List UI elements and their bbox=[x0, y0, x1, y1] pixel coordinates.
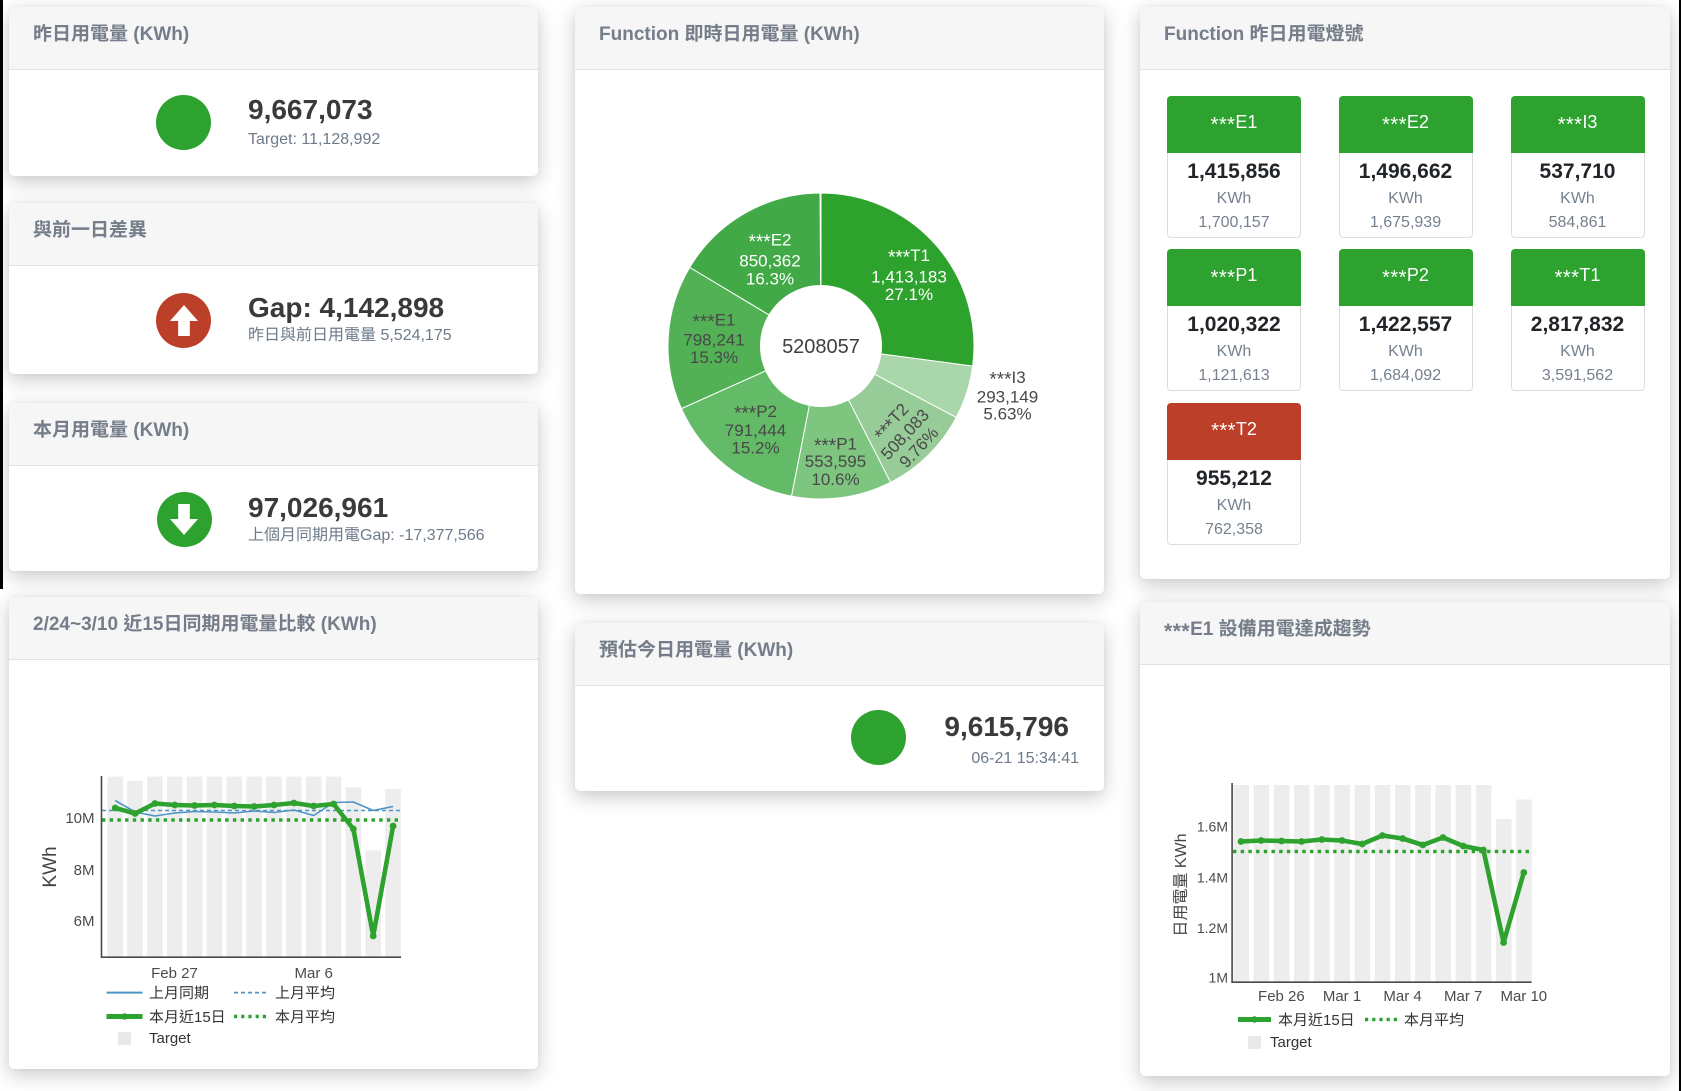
svg-text:6M: 6M bbox=[74, 913, 95, 930]
svg-text:1.6M: 1.6M bbox=[1197, 819, 1228, 835]
svg-text:本月平均: 本月平均 bbox=[1404, 1012, 1464, 1029]
svg-text:本月近15日: 本月近15日 bbox=[149, 1009, 226, 1026]
svg-text:Mar 4: Mar 4 bbox=[1383, 988, 1421, 1005]
svg-text:15.2%: 15.2% bbox=[731, 439, 779, 458]
svg-text:553,595: 553,595 bbox=[805, 452, 866, 471]
svg-text:***P2: ***P2 bbox=[734, 402, 777, 425]
svg-text:Mar 6: Mar 6 bbox=[295, 965, 333, 982]
svg-text:10M: 10M bbox=[65, 810, 94, 827]
svg-text:***E2: ***E2 bbox=[749, 231, 792, 254]
svg-text:Mar 7: Mar 7 bbox=[1444, 988, 1482, 1005]
svg-text:1.2M: 1.2M bbox=[1197, 920, 1228, 936]
svg-text:27.1%: 27.1% bbox=[885, 285, 933, 304]
svg-text:1M: 1M bbox=[1209, 970, 1228, 986]
svg-text:293,149: 293,149 bbox=[977, 387, 1038, 406]
svg-text:上月平均: 上月平均 bbox=[275, 985, 335, 1002]
svg-text:本月近15日: 本月近15日 bbox=[1278, 1012, 1355, 1029]
svg-text:791,444: 791,444 bbox=[725, 421, 786, 440]
svg-text:***E1: ***E1 bbox=[693, 310, 736, 333]
svg-text:15.3%: 15.3% bbox=[690, 348, 738, 367]
svg-text:***P1: ***P1 bbox=[814, 435, 857, 458]
svg-text:850,362: 850,362 bbox=[739, 252, 800, 271]
svg-text:Target: Target bbox=[1270, 1034, 1313, 1051]
svg-text:10.6%: 10.6% bbox=[811, 470, 859, 489]
svg-text:KWh: KWh bbox=[40, 846, 61, 887]
svg-text:本月平均: 本月平均 bbox=[275, 1009, 335, 1026]
svg-text:5.63%: 5.63% bbox=[983, 405, 1031, 424]
svg-text:8M: 8M bbox=[74, 862, 95, 879]
svg-text:1,413,183: 1,413,183 bbox=[871, 268, 947, 287]
svg-text:798,241: 798,241 bbox=[683, 331, 744, 350]
svg-text:Mar 10: Mar 10 bbox=[1500, 988, 1547, 1005]
svg-text:Target: Target bbox=[149, 1030, 192, 1047]
svg-text:5208057: 5208057 bbox=[782, 336, 860, 358]
svg-text:16.3%: 16.3% bbox=[746, 270, 794, 289]
svg-text:1.4M: 1.4M bbox=[1197, 870, 1228, 886]
svg-text:***I3: ***I3 bbox=[989, 368, 1025, 391]
svg-text:上月同期: 上月同期 bbox=[149, 985, 209, 1002]
svg-text:Feb 26: Feb 26 bbox=[1258, 988, 1305, 1005]
svg-text:***T1: ***T1 bbox=[888, 246, 930, 269]
svg-text:日用電量 KWh: 日用電量 KWh bbox=[1173, 833, 1190, 936]
svg-text:Mar 1: Mar 1 bbox=[1323, 988, 1361, 1005]
svg-text:Feb 27: Feb 27 bbox=[151, 965, 198, 982]
